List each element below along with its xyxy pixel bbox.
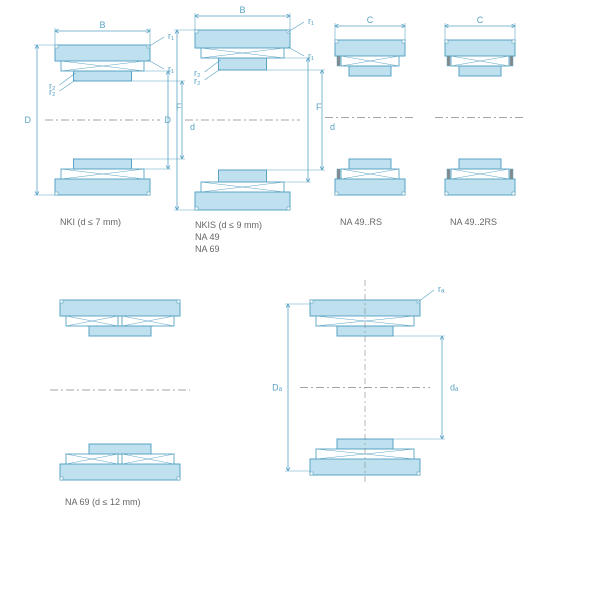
svg-text:B: B (99, 20, 105, 30)
svg-text:C: C (477, 15, 484, 25)
svg-text:D: D (25, 115, 32, 125)
svg-text:rₐ: rₐ (438, 284, 445, 294)
figure-mounting-dims (310, 300, 420, 475)
figure-nki-small (55, 45, 150, 195)
svg-text:NKIS (d ≤ 9 mm): NKIS (d ≤ 9 mm) (195, 220, 262, 230)
figure-na49-2rs (445, 40, 515, 195)
figure-na49-rs (335, 40, 405, 195)
svg-text:NA 49: NA 49 (195, 232, 220, 242)
svg-text:NA 49..RS: NA 49..RS (340, 217, 382, 227)
svg-text:Dₐ: Dₐ (272, 383, 282, 393)
svg-text:NA 69: NA 69 (195, 244, 220, 254)
svg-text:r₁: r₁ (308, 51, 314, 61)
svg-text:NA 69 (d ≤ 12 mm): NA 69 (d ≤ 12 mm) (65, 497, 140, 507)
svg-text:dₐ: dₐ (450, 383, 459, 393)
svg-text:r₁: r₁ (168, 64, 174, 74)
svg-text:C: C (367, 15, 374, 25)
figure-na69-large (60, 300, 180, 480)
figure-nkis-na49-na69 (195, 30, 290, 210)
svg-text:r₁: r₁ (308, 16, 314, 26)
svg-text:NKI (d ≤ 7 mm): NKI (d ≤ 7 mm) (60, 217, 121, 227)
svg-text:F: F (316, 102, 322, 112)
svg-text:B: B (239, 5, 245, 15)
svg-text:D: D (165, 115, 172, 125)
svg-text:r₁: r₁ (168, 31, 174, 41)
svg-text:NA 49..2RS: NA 49..2RS (450, 217, 497, 227)
